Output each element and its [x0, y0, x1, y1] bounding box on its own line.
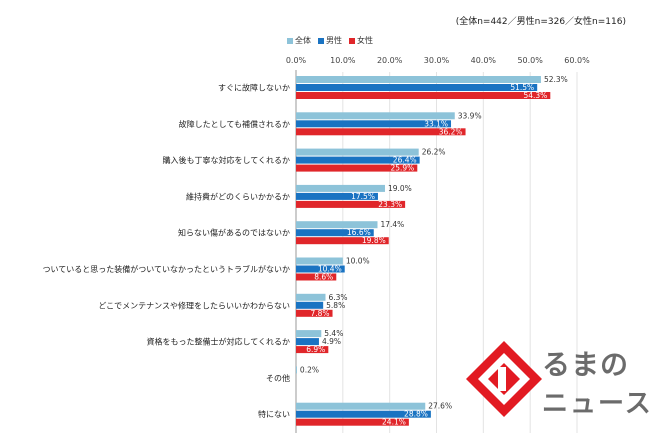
bar-all	[296, 402, 426, 410]
category-label: 故障したとしても補償されるか	[179, 119, 290, 129]
x-tick-label: 30.0%	[424, 56, 450, 65]
category-label: その他	[266, 373, 290, 383]
data-label-male: 51.5%	[510, 83, 534, 92]
x-tick-label: 0.0%	[286, 56, 307, 65]
legend-label-all: 全体	[295, 36, 311, 45]
category-label: 資格をもった整備士が対応してくれるか	[146, 337, 290, 347]
bar-all	[296, 257, 343, 265]
chart-legend: 全体 男性 女性	[287, 35, 373, 46]
data-label-all: 27.6%	[428, 402, 452, 411]
data-label-female: 6.9%	[306, 345, 325, 354]
data-label-male: 33.1%	[424, 119, 448, 128]
x-tick-label: 60.0%	[564, 56, 590, 65]
bar-female	[296, 309, 333, 317]
bar-all	[296, 366, 297, 374]
x-tick-label: 10.0%	[330, 56, 356, 65]
x-tick-label: 20.0%	[377, 56, 403, 65]
bar-female	[296, 92, 551, 99]
bar-all	[296, 76, 541, 83]
x-tick-label: 50.0%	[517, 56, 543, 65]
bar-male	[296, 265, 345, 273]
category-label: 購入後も丁寧な対応をしてくれるか	[162, 155, 290, 165]
category-label: 維持費がどのくらいかかるか	[186, 191, 290, 201]
bar-male	[296, 410, 431, 418]
category-label: すぐに故障しないか	[218, 83, 290, 93]
bar-female	[296, 128, 466, 136]
bar-male	[296, 338, 319, 346]
legend-item-female: 女性	[349, 35, 373, 46]
data-label-male: 10.4%	[318, 265, 342, 274]
legend-item-male: 男性	[318, 35, 342, 46]
legend-label-male: 男性	[326, 36, 342, 45]
data-label-male: 4.9%	[322, 337, 341, 346]
data-label-all: 19.0%	[388, 184, 412, 193]
bar-all	[296, 330, 322, 338]
data-label-male: 28.8%	[404, 410, 428, 419]
category-label: 特にない	[258, 409, 290, 419]
data-label-female: 23.3%	[378, 200, 402, 209]
data-label-all: 6.3%	[329, 293, 348, 302]
bar-female	[296, 346, 329, 354]
bar-female	[296, 164, 418, 172]
bar-male	[296, 156, 420, 164]
bar-all	[296, 184, 385, 192]
data-label-male: 26.4%	[393, 156, 417, 165]
brand-k-logo-icon	[466, 341, 542, 417]
bar-all	[296, 221, 378, 229]
data-label-male: 17.5%	[351, 192, 375, 201]
data-label-all: 26.2%	[422, 148, 446, 157]
legend-swatch-all	[287, 37, 293, 44]
data-label-female: 7.8%	[310, 309, 329, 318]
data-label-female: 19.8%	[362, 236, 386, 245]
bar-all	[296, 293, 326, 301]
logo-text-line1: るまの	[542, 348, 630, 381]
data-label-male: 16.6%	[347, 228, 371, 237]
bar-all	[296, 148, 419, 156]
x-tick-label: 40.0%	[471, 56, 497, 65]
data-label-all: 33.9%	[458, 111, 482, 120]
category-label: 知らない傷があるのではないか	[178, 228, 290, 238]
bar-female	[296, 237, 389, 245]
data-label-all: 10.0%	[346, 257, 370, 266]
legend-label-female: 女性	[357, 36, 373, 45]
data-label-female: 8.6%	[314, 273, 333, 282]
data-label-all: 17.4%	[380, 220, 404, 229]
data-label-all: 0.2%	[300, 365, 319, 374]
data-label-female: 36.2%	[439, 127, 463, 136]
data-label-all: 52.3%	[544, 75, 568, 84]
bar-all	[296, 112, 455, 120]
category-label: ついていると思った装備がついていなかったというトラブルがないか	[42, 264, 290, 274]
bar-male	[296, 120, 452, 128]
data-label-female: 24.1%	[382, 418, 406, 427]
data-label-female: 25.9%	[390, 164, 414, 173]
bar-female	[296, 200, 406, 208]
legend-swatch-male	[318, 37, 324, 44]
bar-male	[296, 301, 324, 309]
legend-swatch-female	[349, 37, 355, 44]
logo-text-line2: ニュース	[542, 389, 650, 419]
bar-female	[296, 418, 409, 426]
bar-male	[296, 229, 374, 237]
data-label-all: 5.4%	[324, 329, 343, 338]
category-label: どこでメンテナンスや修理をしたらいいかわからない	[98, 300, 290, 310]
data-label-female: 54.3%	[523, 91, 547, 100]
data-label-male: 5.8%	[326, 301, 345, 310]
kurumano-news-logo: るまの ニュース	[462, 337, 650, 427]
bar-female	[296, 273, 337, 281]
sample-size-note: (全体n=442／男性n=326／女性n=116)	[455, 17, 626, 27]
legend-item-all: 全体	[287, 35, 311, 46]
bar-male	[296, 84, 538, 91]
bar-male	[296, 192, 378, 200]
